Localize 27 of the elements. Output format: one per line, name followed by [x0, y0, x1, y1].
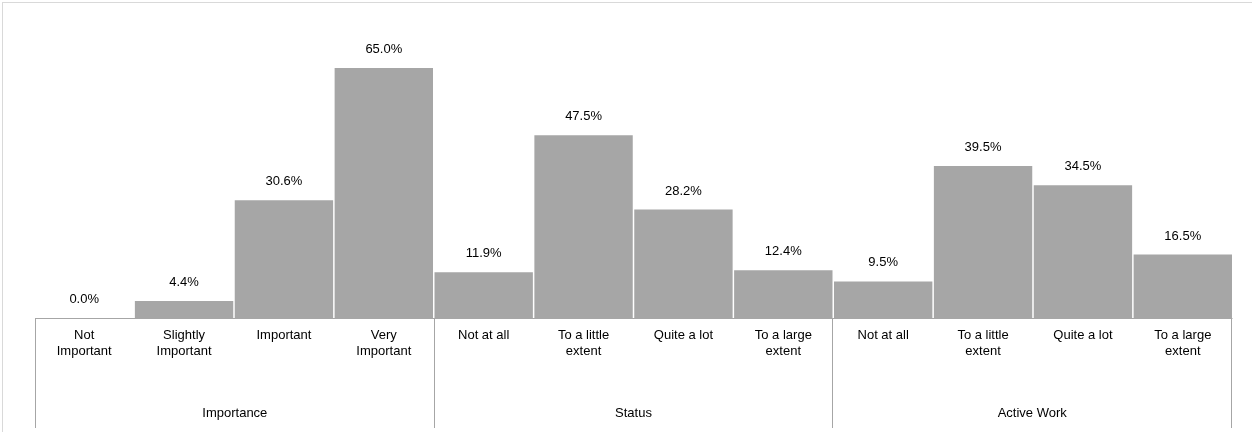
x-tick-label: Important — [256, 326, 312, 342]
data-label: 28.2% — [665, 182, 703, 198]
data-label: 30.6% — [265, 173, 303, 189]
data-label: 4.4% — [169, 274, 200, 290]
data-label: 11.9% — [465, 245, 503, 261]
x-tick-label: To a little extent — [557, 326, 610, 358]
data-label: 47.5% — [565, 108, 603, 124]
x-tick-label: Not Important — [56, 326, 113, 358]
x-tick-label: To a little extent — [957, 326, 1009, 358]
x-tick-label: Quite a lot — [1053, 326, 1113, 342]
data-label: 12.4% — [764, 243, 803, 259]
data-label: 34.5% — [1064, 158, 1102, 174]
text: Status — [615, 405, 652, 420]
data-label: 0.0% — [69, 291, 100, 306]
data-label: 9.5% — [868, 254, 899, 270]
data-label: 39.5% — [964, 139, 1002, 155]
text: Active Work — [997, 405, 1067, 420]
data-label: 16.5% — [1164, 227, 1202, 243]
x-tick-label: To a large extent — [1154, 326, 1212, 358]
x-tick-label: Not at all — [458, 326, 510, 342]
x-tick-label: Slightly Important — [156, 326, 212, 358]
x-tick-label: Not at all — [857, 326, 909, 342]
x-tick-label: Very Important — [356, 326, 412, 358]
data-label: 65.0% — [365, 41, 403, 56]
text: Importance — [202, 405, 268, 420]
x-tick-label: Quite a lot — [653, 326, 714, 342]
x-tick-label: To a large extent — [754, 326, 812, 358]
